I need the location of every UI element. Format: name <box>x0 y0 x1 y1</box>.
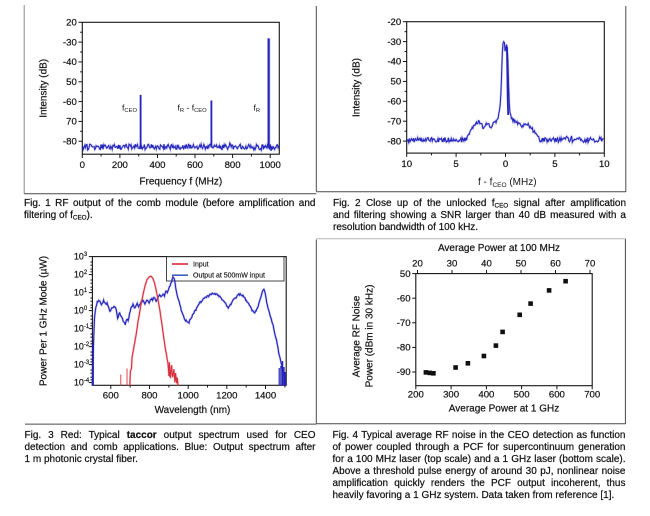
svg-text:-60: -60 <box>397 293 411 304</box>
svg-text:50: 50 <box>391 77 402 88</box>
svg-text:-3: -3 <box>84 360 90 366</box>
svg-text:60: 60 <box>550 259 561 270</box>
svg-text:800: 800 <box>225 160 241 171</box>
svg-text:50: 50 <box>516 259 527 270</box>
svg-text:70: 70 <box>585 259 596 270</box>
svg-text:200: 200 <box>112 160 128 171</box>
svg-text:10: 10 <box>74 360 84 370</box>
svg-text:500: 500 <box>514 390 530 401</box>
svg-text:0: 0 <box>503 159 508 170</box>
svg-text:-40: -40 <box>63 57 77 68</box>
svg-text:600: 600 <box>187 160 203 171</box>
svg-text:10: 10 <box>401 159 412 170</box>
svg-text:Power Per 1 GHz Mode (µW): Power Per 1 GHz Mode (µW) <box>39 256 50 386</box>
svg-text:Frequency f (MHz): Frequency f (MHz) <box>139 177 222 188</box>
svg-text:50: 50 <box>400 269 411 280</box>
svg-text:fCEO: fCEO <box>122 102 137 114</box>
svg-text:10: 10 <box>74 252 84 262</box>
svg-text:3: 3 <box>84 252 88 258</box>
svg-text:1400: 1400 <box>255 391 276 402</box>
svg-text:Average Power at 100 MHz: Average Power at 100 MHz <box>438 243 560 254</box>
svg-text:300: 300 <box>443 390 459 401</box>
svg-text:-70: -70 <box>387 116 401 127</box>
svg-text:30: 30 <box>447 259 458 270</box>
svg-text:40: 40 <box>481 259 492 270</box>
svg-text:0: 0 <box>84 306 88 312</box>
svg-text:-20: -20 <box>387 17 401 28</box>
svg-text:Intensity (dB): Intensity (dB) <box>39 59 50 118</box>
svg-text:10: 10 <box>74 306 84 316</box>
svg-text:1: 1 <box>84 288 88 294</box>
svg-text:Average Power at 1 GHz: Average Power at 1 GHz <box>449 403 559 414</box>
svg-text:-30: -30 <box>63 37 77 48</box>
svg-text:600: 600 <box>549 390 565 401</box>
svg-text:2: 2 <box>84 270 88 276</box>
svg-text:Output at 500mW input: Output at 500mW input <box>193 273 265 280</box>
svg-text:-60: -60 <box>63 97 77 108</box>
svg-text:-2: -2 <box>84 342 90 348</box>
svg-text:1000: 1000 <box>260 160 281 171</box>
svg-text:-90: -90 <box>397 367 411 378</box>
svg-text:5: 5 <box>552 159 557 170</box>
svg-text:10: 10 <box>74 288 84 298</box>
svg-text:10: 10 <box>74 342 84 352</box>
svg-text:1200: 1200 <box>216 391 237 402</box>
svg-text:10: 10 <box>74 378 84 388</box>
svg-text:10: 10 <box>74 270 84 280</box>
svg-text:-4: -4 <box>84 378 90 384</box>
svg-text:-80: -80 <box>397 343 411 354</box>
svg-text:5: 5 <box>453 159 458 170</box>
svg-text:Input: Input <box>193 261 209 268</box>
svg-text:10: 10 <box>599 159 610 170</box>
svg-text:700: 700 <box>584 390 600 401</box>
svg-text:-80: -80 <box>63 136 77 147</box>
svg-text:20: 20 <box>66 18 77 29</box>
svg-text:-40: -40 <box>387 57 401 68</box>
svg-text:400: 400 <box>478 390 494 401</box>
svg-text:800: 800 <box>141 391 157 402</box>
svg-text:Power (dBm in 30 kHz): Power (dBm in 30 kHz) <box>365 285 376 388</box>
svg-text:50: 50 <box>66 77 77 88</box>
svg-text:20: 20 <box>412 259 423 270</box>
svg-text:Average RF Noise: Average RF Noise <box>352 295 363 377</box>
svg-text:10: 10 <box>74 324 84 334</box>
svg-text:-70: -70 <box>397 318 411 329</box>
svg-text:-60: -60 <box>387 97 401 108</box>
svg-text:-80: -80 <box>387 136 401 147</box>
svg-text:Intensity (dB): Intensity (dB) <box>352 58 363 117</box>
svg-text:f - fCEO (MHz): f - fCEO (MHz) <box>478 177 537 189</box>
svg-text:200: 200 <box>408 390 424 401</box>
svg-text:fR: fR <box>254 102 261 114</box>
svg-text:-30: -30 <box>387 37 401 48</box>
svg-text:Wavelength (nm): Wavelength (nm) <box>155 405 231 416</box>
svg-text:1000: 1000 <box>178 391 199 402</box>
svg-text:-1: -1 <box>84 324 90 330</box>
svg-text:600: 600 <box>103 391 119 402</box>
svg-text:400: 400 <box>149 160 165 171</box>
svg-text:70: 70 <box>66 117 77 128</box>
svg-text:fR - fCEO: fR - fCEO <box>178 102 208 114</box>
svg-text:0: 0 <box>80 160 85 171</box>
